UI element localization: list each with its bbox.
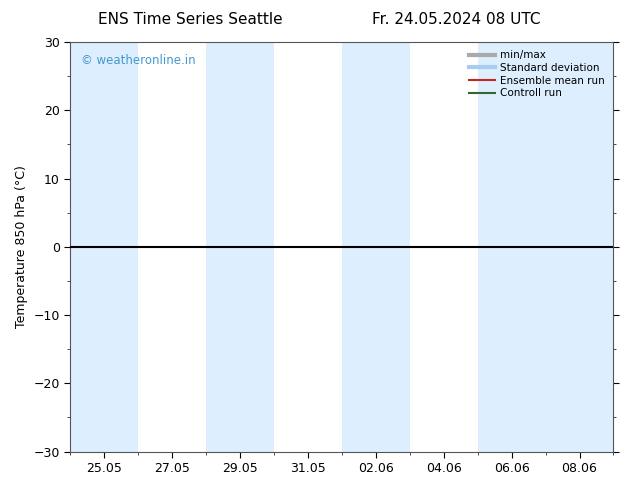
Y-axis label: Temperature 850 hPa (°C): Temperature 850 hPa (°C) (15, 166, 28, 328)
Text: Fr. 24.05.2024 08 UTC: Fr. 24.05.2024 08 UTC (372, 12, 541, 27)
Bar (70, 42, 138, 452)
Bar (206, 42, 274, 452)
Text: ENS Time Series Seattle: ENS Time Series Seattle (98, 12, 283, 27)
Legend: min/max, Standard deviation, Ensemble mean run, Controll run: min/max, Standard deviation, Ensemble me… (466, 47, 608, 101)
Text: © weatheronline.in: © weatheronline.in (81, 54, 196, 67)
Bar (546, 42, 614, 452)
Bar (342, 42, 410, 452)
Bar (477, 42, 546, 452)
